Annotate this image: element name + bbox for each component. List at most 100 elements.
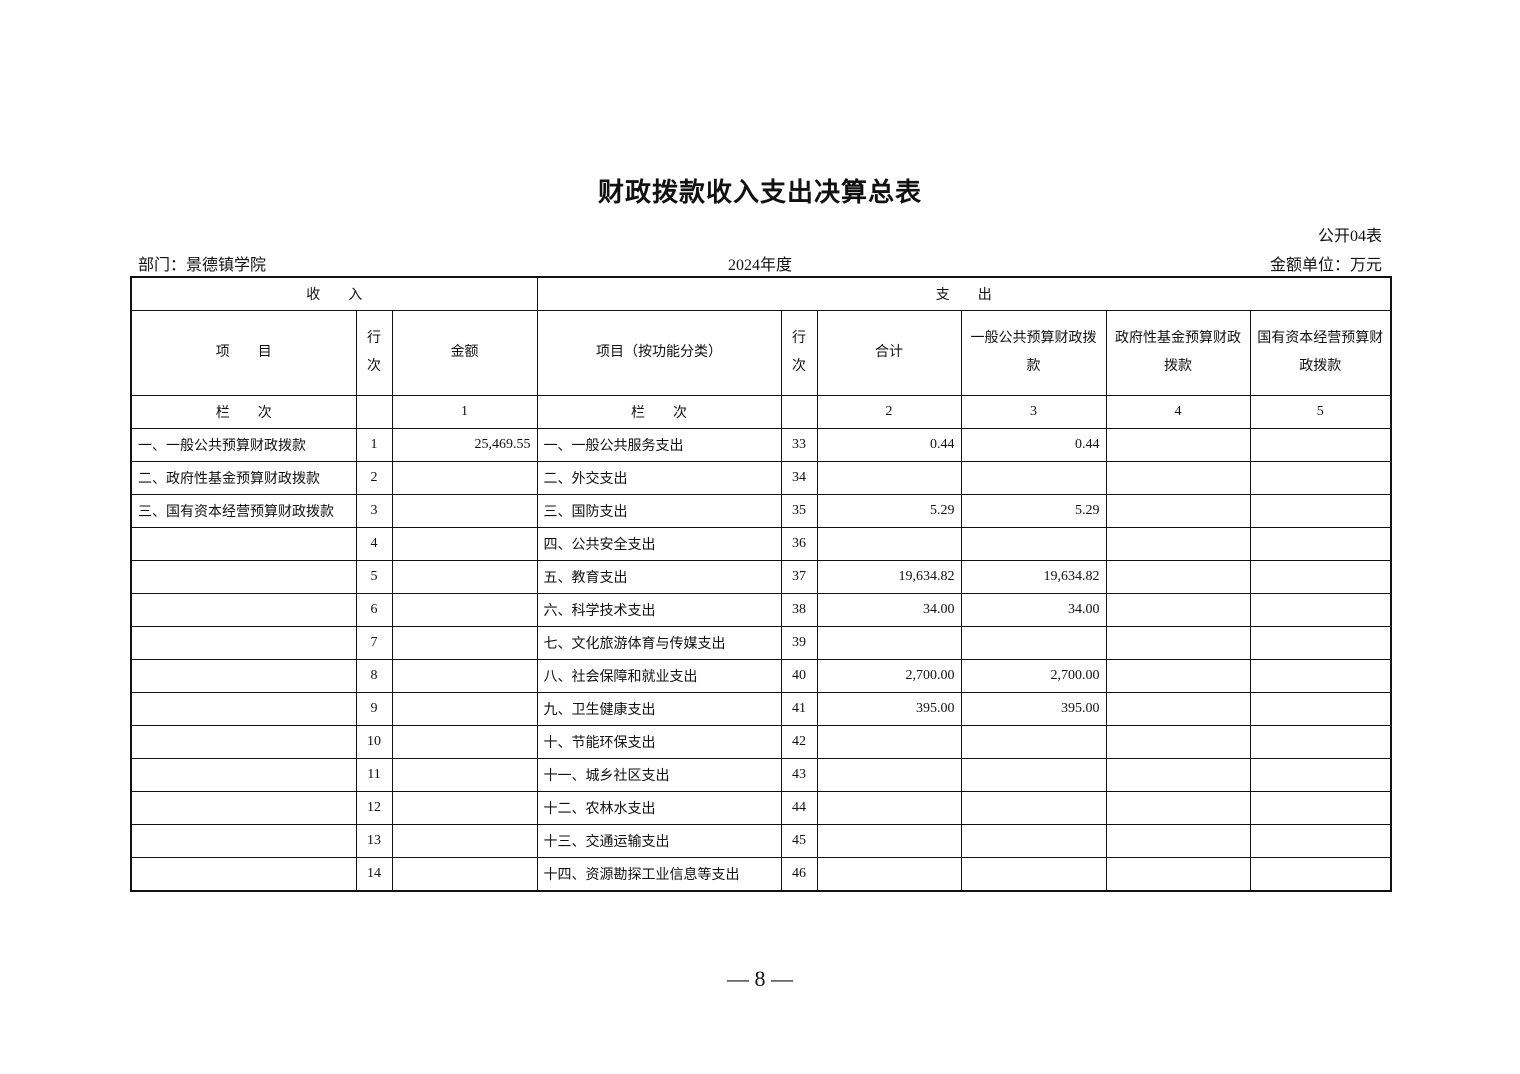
cell-inc-item (130, 593, 357, 627)
cell-fund (1105, 659, 1251, 693)
amount-unit: 金额单位：万元 (1269, 257, 1382, 274)
col-exp-item: 项目（按功能分类） (536, 310, 782, 396)
cell-inc-no: 4 (355, 527, 393, 561)
cell-total (816, 461, 962, 495)
expense-header: 支 出 (536, 276, 1392, 311)
table-row: 10 十、节能环保支出 42 (130, 725, 1392, 759)
cell-inc-item (130, 791, 357, 825)
cell-fund (1105, 461, 1251, 495)
table-row: 8 八、社会保障和就业支出 40 2,700.00 2,700.00 (130, 659, 1392, 693)
cell-exp-no: 41 (780, 692, 818, 726)
cell-fund (1105, 593, 1251, 627)
cell-inc-item (130, 692, 357, 726)
cell-inc-amt (391, 758, 538, 792)
cell-exp-no: 46 (780, 857, 818, 892)
cell-total (816, 758, 962, 792)
budget-table: 收 入 支 出 项 目 行次 金额 项目（按功能分类） 行次 合计 一般公共预算… (130, 276, 1393, 892)
col-index-5: 5 (1249, 395, 1392, 429)
cell-fund (1105, 725, 1251, 759)
col-total: 合计 (816, 310, 962, 396)
table-row: 7 七、文化旅游体育与传媒支出 39 (130, 626, 1392, 660)
cell-exp-item: 十三、交通运输支出 (536, 824, 782, 858)
cell-inc-amt (391, 593, 538, 627)
cell-total: 5.29 (816, 494, 962, 528)
cell-state (1249, 824, 1392, 858)
cell-exp-item: 一、一般公共服务支出 (536, 428, 782, 462)
cell-total: 0.44 (816, 428, 962, 462)
cell-total: 395.00 (816, 692, 962, 726)
cell-inc-item (130, 626, 357, 660)
cell-fund (1105, 791, 1251, 825)
cell-fund (1105, 527, 1251, 561)
cell-exp-no: 34 (780, 461, 818, 495)
cell-inc-item (130, 725, 357, 759)
cell-fund (1105, 428, 1251, 462)
cell-state (1249, 494, 1392, 528)
table-row: 13 十三、交通运输支出 45 (130, 824, 1392, 858)
cell-inc-no: 10 (355, 725, 393, 759)
cell-general (960, 626, 1107, 660)
cell-inc-no: 13 (355, 824, 393, 858)
cell-exp-item: 七、文化旅游体育与传媒支出 (536, 626, 782, 660)
cell-exp-item: 五、教育支出 (536, 560, 782, 594)
cell-fund (1105, 626, 1251, 660)
cell-inc-no: 8 (355, 659, 393, 693)
cell-general: 34.00 (960, 593, 1107, 627)
cell-inc-amt (391, 857, 538, 892)
cell-exp-no: 39 (780, 626, 818, 660)
cell-fund (1105, 692, 1251, 726)
cell-total (816, 626, 962, 660)
cell-state (1249, 626, 1392, 660)
cell-state (1249, 758, 1392, 792)
cell-inc-amt (391, 659, 538, 693)
cell-exp-no: 35 (780, 494, 818, 528)
cell-exp-no: 36 (780, 527, 818, 561)
cell-inc-no: 9 (355, 692, 393, 726)
page-number: — 8 — (727, 966, 793, 991)
col-fund: 政府性基金预算财政拨款 (1105, 310, 1251, 396)
table-code: 公开04表 (1317, 228, 1382, 245)
cell-exp-item: 八、社会保障和就业支出 (536, 659, 782, 693)
col-index-3: 3 (960, 395, 1107, 429)
cell-inc-item (130, 560, 357, 594)
cell-exp-item: 九、卫生健康支出 (536, 692, 782, 726)
cell-general (960, 461, 1107, 495)
cell-general: 5.29 (960, 494, 1107, 528)
cell-inc-amt (391, 791, 538, 825)
cell-inc-no: 14 (355, 857, 393, 892)
cell-exp-no: 43 (780, 758, 818, 792)
page-title: 财政拨款收入支出决算总表 (597, 178, 922, 207)
cell-general (960, 725, 1107, 759)
cell-exp-no: 44 (780, 791, 818, 825)
cell-general: 395.00 (960, 692, 1107, 726)
table-row: 14 十四、资源勘探工业信息等支出 46 (130, 857, 1392, 892)
cell-exp-no: 37 (780, 560, 818, 594)
table-row: 一、一般公共预算财政拨款 1 25,469.55 一、一般公共服务支出 33 0.44 0.… (130, 428, 1392, 462)
cell-inc-no: 3 (355, 494, 393, 528)
cell-total (816, 824, 962, 858)
col-amount: 金额 (391, 310, 538, 396)
cell-total: 2,700.00 (816, 659, 962, 693)
col-general: 一般公共预算财政拨款 (960, 310, 1107, 396)
cell-inc-no: 2 (355, 461, 393, 495)
cell-exp-no: 33 (780, 428, 818, 462)
table-row: 4 四、公共安全支出 36 (130, 527, 1392, 561)
cell-exp-item: 六、科学技术支出 (536, 593, 782, 627)
cell-inc-no: 12 (355, 791, 393, 825)
cell-fund (1105, 494, 1251, 528)
cell-state (1249, 857, 1392, 892)
department: 部门：景德镇学院 (138, 257, 267, 274)
cell-general (960, 791, 1107, 825)
cell-inc-item: 二、政府性基金预算财政拨款 (130, 461, 357, 495)
cell-general (960, 857, 1107, 892)
table-row: 二、政府性基金预算财政拨款 2 二、外交支出 34 (130, 461, 1392, 495)
col-exp-row-no: 行次 (780, 310, 818, 396)
cell-total (816, 527, 962, 561)
cell-inc-item: 三、国有资本经营预算财政拨款 (130, 494, 357, 528)
table-row: 9 九、卫生健康支出 41 395.00 395.00 (130, 692, 1392, 726)
table-row: 11 十一、城乡社区支出 43 (130, 758, 1392, 792)
fiscal-year: 2024年度 (727, 257, 792, 274)
cell-inc-no: 11 (355, 758, 393, 792)
column-index-row: 栏 次 1 栏 次 2 3 4 5 (130, 395, 1392, 429)
cell-general: 19,634.82 (960, 560, 1107, 594)
